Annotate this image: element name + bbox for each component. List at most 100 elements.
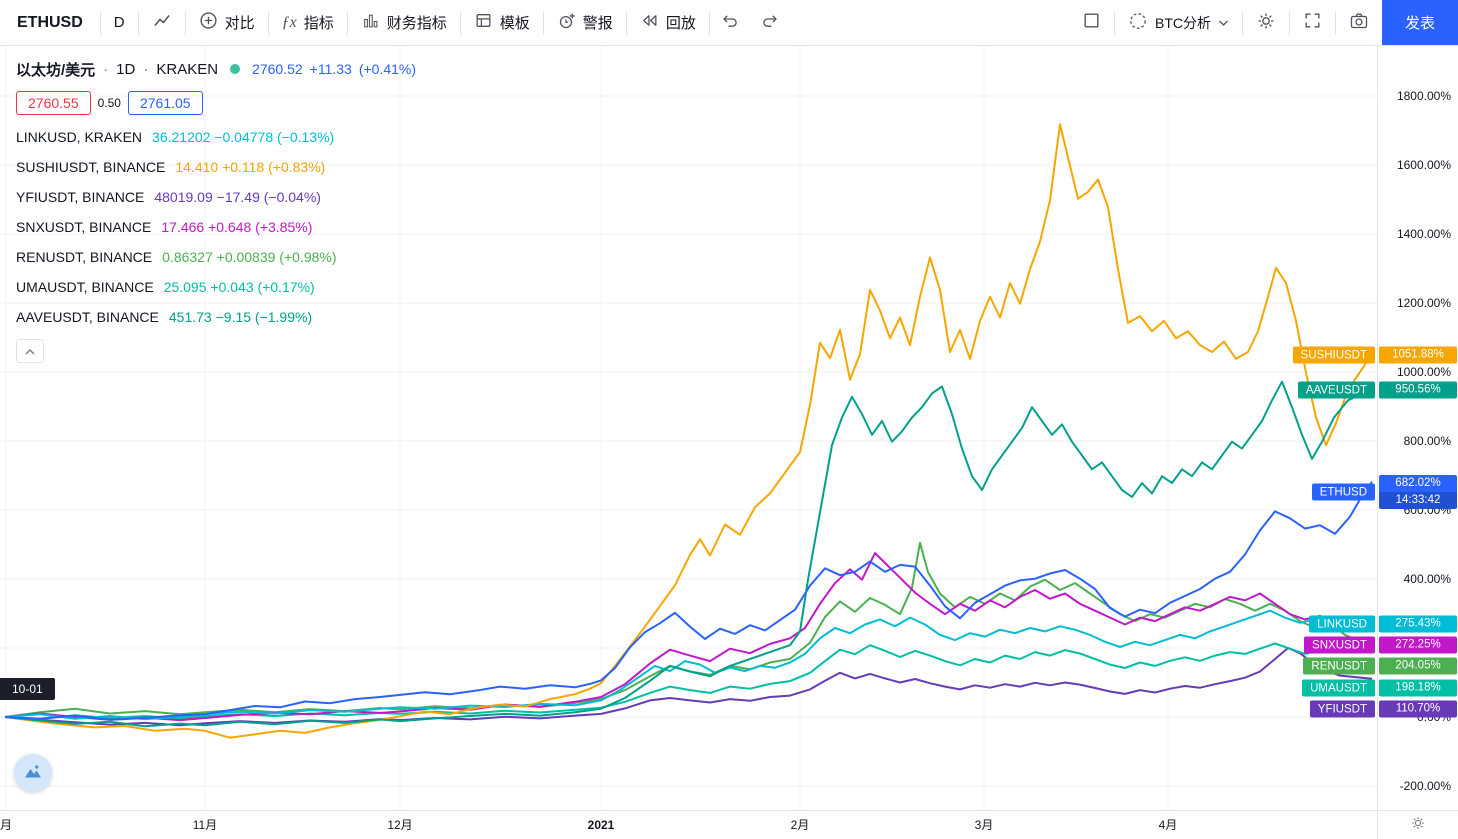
overlay-symbol: RENUSDT, BINANCE [16,249,153,265]
overlay-values: 25.095 +0.043 (+0.17%) [163,279,315,295]
sell-price-box[interactable]: 2760.55 [16,91,91,115]
layout-menu-button[interactable]: BTC分析 [1115,0,1242,45]
series-symbol-tag-renusdt[interactable]: RENUSDT [1303,657,1375,675]
toolbar-separator [625,10,627,35]
dashed-circle-icon [1128,11,1148,35]
series-change-pct: 1051.88% [1392,348,1444,361]
redo-button[interactable] [750,0,790,45]
price-change-pct: (+0.41%) [358,61,417,77]
publish-button[interactable]: 发表 [1382,0,1458,45]
toolbar-separator [184,10,186,35]
redo-arrow-icon [759,11,781,35]
fullscreen-button[interactable] [1290,0,1335,45]
legend-separator: · [143,60,149,78]
time-tick-label: 4月 [1158,818,1178,832]
series-value-tag-yfiusdt: 110.70% [1379,700,1457,718]
legend-overlay-row[interactable]: SUSHIUSDT, BINANCE 14.410 +0.118 (+0.83%) [16,152,416,182]
price-tick-label: 1000.00% [1396,365,1451,379]
overlay-symbol: UMAUSDT, BINANCE [16,279,154,295]
compare-button[interactable]: 对比 [186,0,268,45]
series-line-linkusd[interactable] [4,609,1373,721]
bid-ask-row: 2760.55 0.50 2761.05 [16,90,416,116]
undo-arrow-icon [719,11,741,35]
legend-overlay-row[interactable]: AAVEUSDT, BINANCE 451.73 −9.15 (−1.99%) [16,302,416,332]
series-symbol-tag-sushiusdt[interactable]: SUSHIUSDT [1292,346,1375,364]
series-change-pct: 275.43% [1395,617,1441,630]
series-line-snxusdt[interactable] [4,552,1373,722]
legend-collapse-button[interactable] [16,339,44,363]
chevron-up-icon [24,344,36,359]
toolbar-separator [708,10,710,35]
series-line-sushiusdt[interactable] [4,123,1373,739]
series-line-renusdt[interactable] [4,541,1373,718]
series-symbol-tag-snxusdt[interactable]: SNXUSDT [1304,636,1375,654]
series-symbol-tag-yfiusdt[interactable]: YFIUSDT [1309,700,1375,718]
overlay-values: 451.73 −9.15 (−1.99%) [168,309,313,325]
toolbar-separator [542,10,544,35]
time-tick-label: 2月 [790,818,810,832]
undo-button[interactable] [710,0,750,45]
series-value-tag-renusdt: 204.05% [1379,657,1457,675]
series-value-tag-snxusdt: 272.25% [1379,636,1457,654]
interval-label: D [113,14,125,31]
alert-button[interactable]: 警报 [544,0,626,45]
buy-price-box[interactable]: 2761.05 [127,91,203,115]
legend-exchange[interactable]: KRAKEN [156,60,219,78]
time-axis[interactable]: 月 11月 12月 2021 2月 3月 4月 [0,810,1378,839]
price-tick-label: 800.00% [1403,434,1451,448]
legend-symbol-title[interactable]: 以太坊/美元 [16,61,96,79]
series-value-tag-umausdt: 198.18% [1379,679,1457,697]
template-icon [474,11,493,34]
price-tick-label: 400.00% [1403,572,1451,586]
series-symbol-tag-linkusd[interactable]: LINKUSD [1309,615,1375,633]
price-tick-label: 1800.00% [1396,89,1451,103]
legend-main-row[interactable]: 以太坊/美元 · 1D · KRAKEN 2760.52 +11.33 (+0.… [16,57,416,81]
legend-separator: · [103,60,109,78]
indicators-button[interactable]: ƒx 指标 [269,0,347,45]
series-line-aaveusdt[interactable] [4,380,1373,728]
circle-plus-icon [199,11,218,34]
financials-button[interactable]: 财务指标 [348,0,460,45]
symbol-button[interactable]: ETHUSD [0,0,100,45]
overlay-symbol: LINKUSD, KRAKEN [16,129,143,145]
series-symbol-tag-umausdt[interactable]: UMAUSDT [1302,679,1375,697]
layout-grid-button[interactable] [1069,0,1114,45]
templates-button[interactable]: 模板 [461,0,543,45]
toolbar-separator [99,10,101,35]
date-marker-tag: 10-01 [0,678,55,700]
mountains-button[interactable] [14,754,52,792]
legend-overlay-row[interactable]: YFIUSDT, BINANCE 48019.09 −17.49 (−0.04%) [16,182,416,212]
legend-overlay-row[interactable]: LINKUSD, KRAKEN 36.21202 −0.04778 (−0.13%… [16,122,416,152]
chart-canvas[interactable]: 以太坊/美元 · 1D · KRAKEN 2760.52 +11.33 (+0.… [0,45,1378,811]
legend-overlay-row[interactable]: RENUSDT, BINANCE 0.86327 +0.00839 (+0.98%… [16,242,416,272]
chart-type-button[interactable] [139,0,185,45]
series-symbol-tag-aaveusdt[interactable]: AAVEUSDT [1297,381,1375,399]
fx-icon: ƒx [281,13,297,31]
snapshot-button[interactable] [1336,0,1382,45]
legend-overlay-row[interactable]: UMAUSDT, BINANCE 25.095 +0.043 (+0.17%) [16,272,416,302]
price-axis[interactable]: 1800.00% 1600.00% 1400.00% 1200.00% 1000.00%… [1377,45,1458,811]
series-change-pct: 272.25% [1395,638,1441,651]
toolbar-separator [1335,10,1336,35]
series-line-umausdt[interactable] [4,642,1373,720]
toolbar-separator [1289,10,1290,35]
series-symbol-tag-ethusd[interactable]: ETHUSD [1311,483,1375,501]
series-change-pct: 204.05% [1395,659,1441,672]
settings-button[interactable] [1243,0,1289,45]
interval-button[interactable]: D [101,0,138,45]
last-price: 2760.52 [252,61,303,77]
series-line-ethusd[interactable] [4,481,1373,721]
axis-settings-corner[interactable] [1377,810,1458,839]
price-chart-plot[interactable] [0,45,1378,811]
replay-button[interactable]: 回放 [627,0,709,45]
gear-icon [1256,11,1276,35]
legend-overlay-row[interactable]: SNXUSDT, BINANCE 17.466 +0.648 (+3.85%) [16,212,416,242]
overlay-values: 0.86327 +0.00839 (+0.98%) [162,249,337,265]
toolbar-separator [267,10,269,35]
time-tick-label: 3月 [974,818,994,832]
price-tick-label: -200.00% [1399,779,1451,793]
mountains-icon [22,761,44,786]
legend-interval[interactable]: 1D [116,60,136,78]
top-toolbar: ETHUSD D 对比 ƒx 指标 财务指标 [0,0,1458,46]
